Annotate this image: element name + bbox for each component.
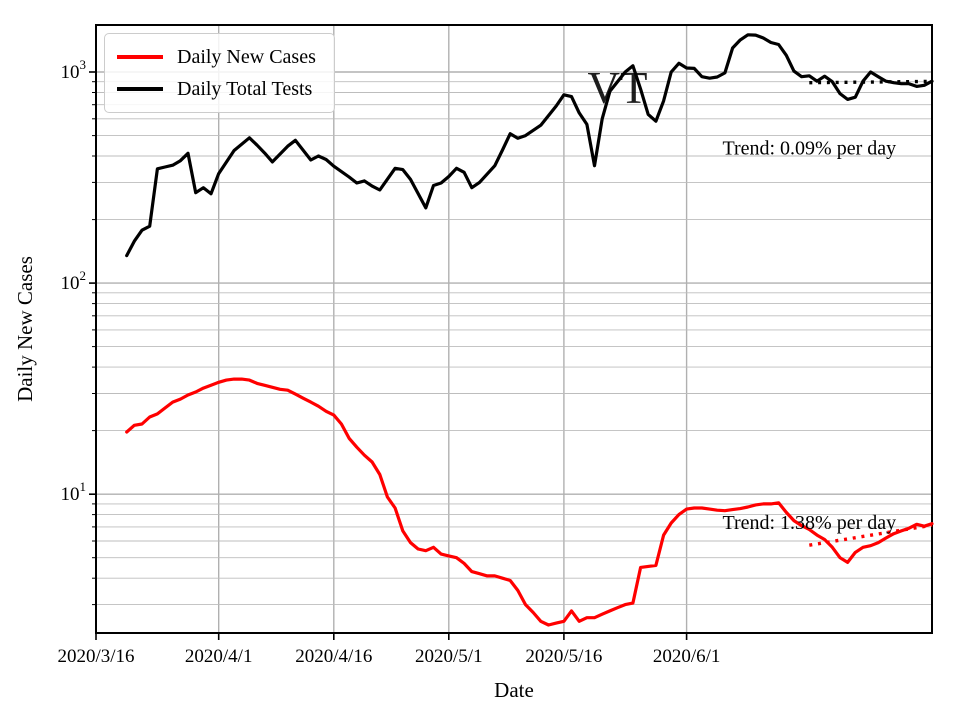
x-axis-label: Date	[494, 678, 534, 702]
series-line-daily-new-cases	[125, 377, 934, 627]
black-line-sample-icon	[117, 87, 163, 91]
legend-item-daily-total-tests: Daily Total Tests	[117, 73, 316, 105]
y-tick-label: 103	[61, 57, 87, 83]
x-tick-label: 2020/3/16	[57, 646, 134, 667]
y-tick-label: 101	[61, 479, 87, 505]
watermark: VT	[588, 63, 648, 113]
legend: Daily New Cases Daily Total Tests	[104, 33, 335, 113]
legend-item-daily-new-cases: Daily New Cases	[117, 41, 316, 73]
plot-border	[95, 24, 933, 634]
annotation-0: Trend: 0.09% per day	[722, 137, 896, 159]
series-line-cases-trend-1-38-per-day	[809, 523, 933, 547]
annotation-1: Trend: 1.38% per day	[722, 512, 896, 534]
y-axis-label: Daily New Cases	[13, 256, 37, 402]
x-tick-label: 2020/4/16	[295, 646, 372, 667]
x-tick-label: 2020/5/16	[525, 646, 602, 667]
tick-layer	[89, 71, 688, 640]
series-layer	[125, 33, 934, 627]
legend-label: Daily Total Tests	[177, 77, 313, 100]
x-tick-label: 2020/5/1	[415, 646, 483, 667]
series-line-tests-trend-0-09-per-day	[809, 79, 933, 85]
legend-label: Daily New Cases	[177, 45, 316, 68]
red-line-sample-icon	[117, 55, 163, 59]
series-line-daily-total-tests	[125, 33, 934, 258]
x-tick-label: 2020/6/1	[653, 646, 721, 667]
x-tick-label: 2020/4/1	[185, 646, 253, 667]
tick-label-layer: 2020/3/16 2020/4/1 2020/4/16 2020/5/1 2020/5…	[57, 57, 720, 667]
y-tick-label: 102	[61, 268, 87, 294]
